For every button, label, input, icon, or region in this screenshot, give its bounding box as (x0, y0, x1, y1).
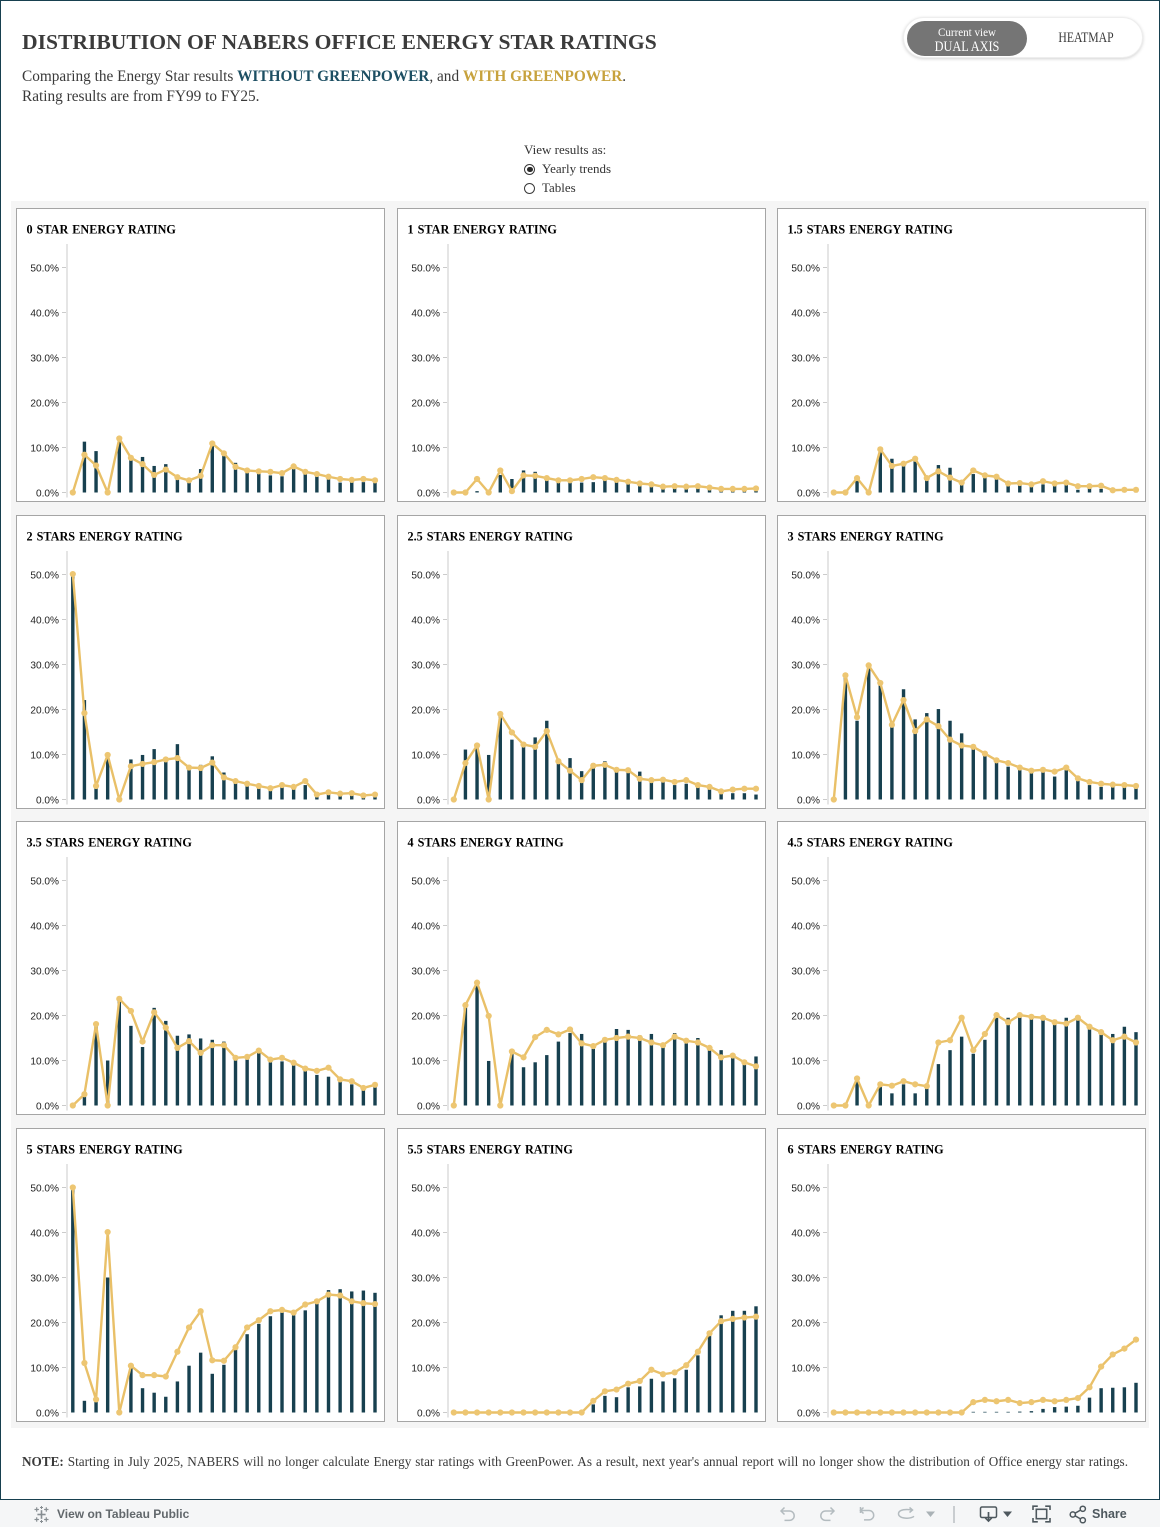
svg-text:20.0%: 20.0% (30, 1318, 59, 1329)
svg-text:10.0%: 10.0% (30, 443, 59, 454)
svg-text:30.0%: 30.0% (791, 353, 820, 364)
svg-text:20.0%: 20.0% (791, 1011, 820, 1022)
svg-text:10.0%: 10.0% (791, 750, 820, 761)
svg-text:30.0%: 30.0% (30, 966, 59, 977)
svg-text:0.0%: 0.0% (417, 488, 440, 499)
svg-text:40.0%: 40.0% (30, 615, 59, 626)
svg-text:0.0%: 0.0% (36, 1101, 59, 1112)
svg-text:40.0%: 40.0% (411, 921, 440, 932)
svg-text:40.0%: 40.0% (791, 615, 820, 626)
svg-text:2 STARS ENERGY RATING: 2 STARS ENERGY RATING (27, 529, 184, 543)
svg-text:40.0%: 40.0% (30, 921, 59, 932)
svg-text:30.0%: 30.0% (30, 353, 59, 364)
svg-text:20.0%: 20.0% (791, 1318, 820, 1329)
svg-text:20.0%: 20.0% (791, 705, 820, 716)
svg-text:50.0%: 50.0% (30, 876, 59, 887)
svg-text:50.0%: 50.0% (791, 263, 820, 274)
svg-text:0.0%: 0.0% (797, 1408, 820, 1419)
svg-text:0.0%: 0.0% (36, 488, 59, 499)
svg-text:50.0%: 50.0% (30, 1183, 59, 1194)
svg-text:30.0%: 30.0% (791, 1273, 820, 1284)
svg-text:50.0%: 50.0% (791, 876, 820, 887)
svg-text:40.0%: 40.0% (411, 615, 440, 626)
svg-text:4.5 STARS ENERGY RATING: 4.5 STARS ENERGY RATING (788, 835, 954, 849)
svg-text:50.0%: 50.0% (411, 263, 440, 274)
svg-text:10.0%: 10.0% (411, 443, 440, 454)
svg-text:50.0%: 50.0% (791, 570, 820, 581)
svg-text:40.0%: 40.0% (411, 1228, 440, 1239)
svg-text:4 STARS ENERGY RATING: 4 STARS ENERGY RATING (408, 835, 565, 849)
svg-text:50.0%: 50.0% (30, 570, 59, 581)
svg-text:10.0%: 10.0% (791, 443, 820, 454)
svg-text:40.0%: 40.0% (30, 1228, 59, 1239)
svg-text:20.0%: 20.0% (411, 1011, 440, 1022)
svg-text:30.0%: 30.0% (791, 660, 820, 671)
svg-text:30.0%: 30.0% (411, 1273, 440, 1284)
svg-text:50.0%: 50.0% (30, 263, 59, 274)
svg-text:10.0%: 10.0% (791, 1363, 820, 1374)
svg-text:30.0%: 30.0% (30, 1273, 59, 1284)
svg-text:0.0%: 0.0% (417, 1408, 440, 1419)
svg-text:50.0%: 50.0% (791, 1183, 820, 1194)
svg-text:0.0%: 0.0% (797, 1101, 820, 1112)
svg-text:30.0%: 30.0% (30, 660, 59, 671)
svg-text:10.0%: 10.0% (411, 1056, 440, 1067)
svg-text:20.0%: 20.0% (411, 1318, 440, 1329)
svg-text:30.0%: 30.0% (411, 660, 440, 671)
svg-text:0.0%: 0.0% (797, 795, 820, 806)
svg-text:50.0%: 50.0% (411, 876, 440, 887)
svg-text:40.0%: 40.0% (411, 308, 440, 319)
svg-text:0.0%: 0.0% (417, 1101, 440, 1112)
svg-text:30.0%: 30.0% (411, 353, 440, 364)
svg-text:40.0%: 40.0% (791, 921, 820, 932)
svg-text:10.0%: 10.0% (411, 750, 440, 761)
svg-text:40.0%: 40.0% (791, 308, 820, 319)
svg-text:40.0%: 40.0% (30, 308, 59, 319)
svg-text:0.0%: 0.0% (417, 795, 440, 806)
svg-text:50.0%: 50.0% (411, 570, 440, 581)
svg-text:20.0%: 20.0% (411, 398, 440, 409)
svg-text:1.5 STARS ENERGY RATING: 1.5 STARS ENERGY RATING (788, 222, 954, 236)
svg-text:0.0%: 0.0% (797, 488, 820, 499)
svg-text:0 STAR ENERGY RATING: 0 STAR ENERGY RATING (27, 222, 177, 236)
svg-text:5 STARS ENERGY RATING: 5 STARS ENERGY RATING (27, 1142, 184, 1156)
svg-text:5.5 STARS ENERGY RATING: 5.5 STARS ENERGY RATING (408, 1142, 574, 1156)
svg-text:30.0%: 30.0% (791, 966, 820, 977)
svg-text:30.0%: 30.0% (411, 966, 440, 977)
svg-text:3.5 STARS ENERGY RATING: 3.5 STARS ENERGY RATING (27, 835, 193, 849)
svg-text:1 STAR ENERGY RATING: 1 STAR ENERGY RATING (408, 222, 558, 236)
svg-text:10.0%: 10.0% (30, 1363, 59, 1374)
svg-text:10.0%: 10.0% (30, 1056, 59, 1067)
svg-text:10.0%: 10.0% (411, 1363, 440, 1374)
svg-text:6 STARS ENERGY RATING: 6 STARS ENERGY RATING (788, 1142, 945, 1156)
svg-text:0.0%: 0.0% (36, 795, 59, 806)
svg-text:20.0%: 20.0% (30, 1011, 59, 1022)
svg-text:3 STARS ENERGY RATING: 3 STARS ENERGY RATING (788, 529, 945, 543)
svg-text:20.0%: 20.0% (30, 705, 59, 716)
svg-text:50.0%: 50.0% (411, 1183, 440, 1194)
svg-text:10.0%: 10.0% (30, 750, 59, 761)
svg-text:10.0%: 10.0% (791, 1056, 820, 1067)
svg-text:20.0%: 20.0% (791, 398, 820, 409)
svg-text:40.0%: 40.0% (791, 1228, 820, 1239)
svg-text:0.0%: 0.0% (36, 1408, 59, 1419)
svg-text:20.0%: 20.0% (411, 705, 440, 716)
svg-text:20.0%: 20.0% (30, 398, 59, 409)
svg-text:2.5 STARS ENERGY RATING: 2.5 STARS ENERGY RATING (408, 529, 574, 543)
